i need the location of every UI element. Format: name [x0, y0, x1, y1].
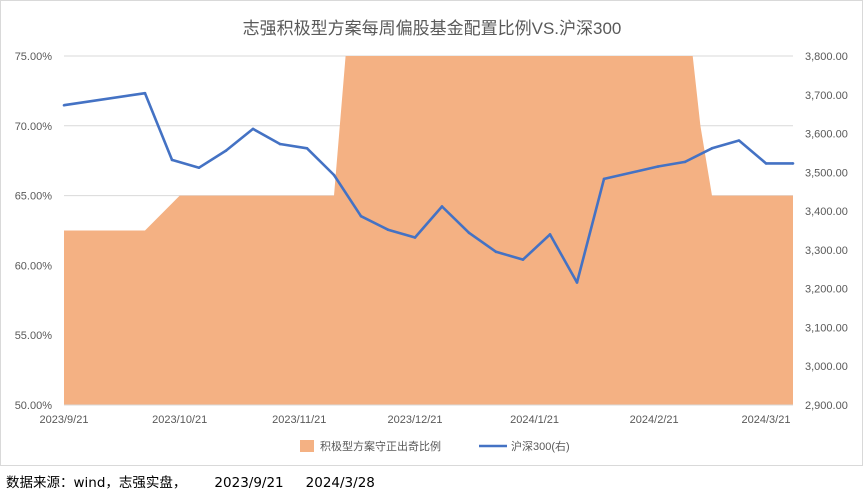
- y-right-tick-label: 3,200.00: [805, 284, 848, 296]
- csi300-point: [224, 149, 228, 152]
- csi300-point: [575, 281, 579, 284]
- x-tick-label: 2024/1/21: [510, 414, 559, 426]
- y-right-tick-label: 2,900.00: [805, 400, 848, 412]
- chart-title: 志强积极型方案每周偏股基金配置比例VS.沪深300: [243, 19, 622, 38]
- csi300-point: [521, 258, 525, 261]
- legend-label-area: 积极型方案守正出奇比例: [320, 439, 441, 453]
- csi300-point: [710, 146, 714, 150]
- csi300-point: [683, 160, 687, 164]
- csi300-point: [170, 158, 174, 162]
- source-note: 数据来源：wind，志强实盘，: [6, 475, 187, 491]
- y-left-tick-label: 65.00%: [15, 191, 53, 203]
- chart-frame: [0, 0, 863, 466]
- y-right-tick-label: 3,000.00: [805, 361, 848, 373]
- x-tick-label: 2023/9/21: [40, 414, 89, 426]
- x-tick-label: 2024/2/21: [630, 414, 679, 426]
- y-right-tick-label: 3,800.00: [805, 51, 848, 63]
- y-right-tick-label: 3,700.00: [805, 90, 848, 102]
- legend-label-line: 沪深300(右): [511, 439, 570, 453]
- csi300-point: [656, 165, 660, 168]
- csi300-point: [359, 214, 363, 218]
- csi300-point: [62, 103, 66, 107]
- csi300-point: [386, 228, 390, 232]
- footer-note: 数据来源：wind，志强实盘， 2023/9/21 2024/3/28: [6, 471, 375, 491]
- x-tick-label: 2024/3/21: [742, 414, 791, 426]
- x-tick-label: 2023/10/21: [152, 414, 207, 426]
- legend-swatch-area: [300, 440, 314, 452]
- csi300-point: [251, 127, 255, 131]
- y-left-tick-label: 70.00%: [15, 121, 53, 133]
- y-right-tick-label: 3,600.00: [805, 129, 848, 141]
- csi300-point: [791, 162, 795, 165]
- csi300-point: [602, 177, 606, 181]
- csi300-point: [332, 173, 336, 177]
- y-right-tick-label: 3,100.00: [805, 322, 848, 334]
- x-tick-label: 2023/11/21: [272, 414, 326, 426]
- y-left-tick-label: 55.00%: [15, 330, 53, 342]
- chart: 志强积极型方案每周偏股基金配置比例VS.沪深300 50.00% 55.00% 60.…: [15, 19, 848, 453]
- csi300-point: [467, 231, 471, 235]
- y-right-tick-label: 3,400.00: [805, 206, 848, 218]
- csi300-point: [494, 250, 498, 254]
- x-tick-label: 2023/12/21: [387, 414, 442, 426]
- y-right-tick-label: 3,500.00: [805, 167, 848, 179]
- y-left-tick-label: 75.00%: [15, 51, 53, 63]
- y-left-tick-label: 50.00%: [15, 400, 53, 412]
- csi300-point: [278, 142, 282, 146]
- area-series-aggressive-ratio: [64, 56, 793, 405]
- csi300-point: [143, 91, 147, 95]
- csi300-point: [548, 233, 552, 236]
- csi300-point: [440, 205, 444, 208]
- start-date: 2023/9/21: [214, 475, 284, 491]
- csi300-point: [197, 166, 201, 169]
- csi300-point: [737, 139, 741, 142]
- csi300-point: [413, 236, 417, 239]
- y-right-tick-label: 3,300.00: [805, 245, 848, 257]
- y-left-tick-label: 60.00%: [15, 260, 53, 272]
- csi300-point: [305, 146, 309, 150]
- end-date: 2024/3/28: [305, 475, 375, 491]
- csi300-point: [764, 162, 768, 165]
